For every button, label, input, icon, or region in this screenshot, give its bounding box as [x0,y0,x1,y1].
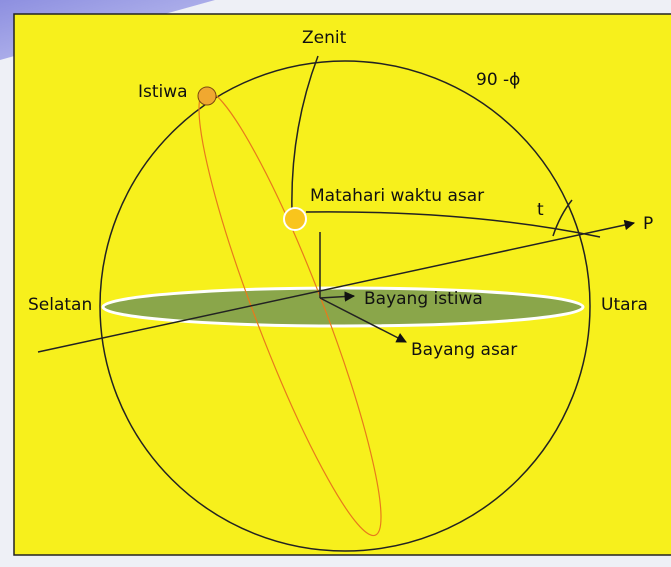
label: Bayang istiwa [364,289,483,309]
label: 90 -ϕ [476,70,520,90]
label: Utara [601,295,648,315]
sun-istiwa [198,87,216,105]
label: Bayang asar [411,340,517,360]
label: Zenit [302,28,347,48]
horizon-plane [103,288,583,326]
label: P [643,214,653,234]
panel [14,14,671,555]
label: Selatan [28,295,92,315]
sun-asar [284,208,306,230]
label: t [537,200,544,220]
label: Matahari waktu asar [310,186,484,206]
diagram: Zenit Istiwa 90 -ϕ Matahari waktu asar t… [0,0,671,567]
label: Istiwa [138,82,188,102]
